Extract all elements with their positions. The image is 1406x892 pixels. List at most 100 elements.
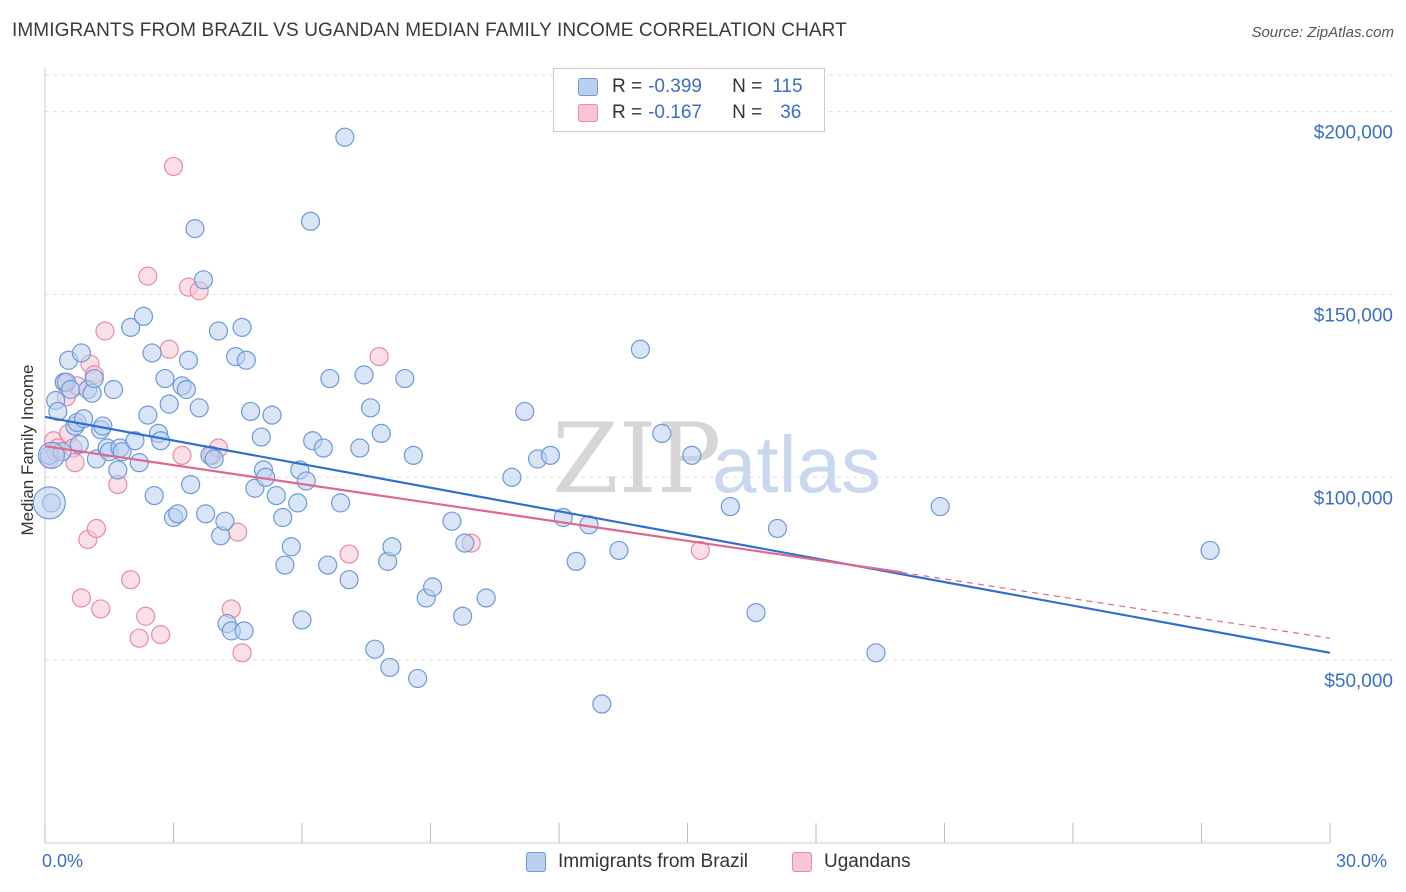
- brazil-point: [380, 657, 400, 678]
- brazil-point: [251, 427, 271, 447]
- brazil-point: [866, 643, 886, 663]
- ugandan-point: [121, 570, 141, 590]
- brazil-point: [318, 555, 338, 575]
- ugandan-point: [339, 544, 359, 564]
- brazil-point: [215, 511, 235, 531]
- brazil-point: [365, 639, 385, 659]
- legend-r-value: -0.167: [648, 102, 702, 123]
- brazil-point: [682, 445, 702, 465]
- brazil-point: [335, 127, 355, 147]
- brazil-point: [296, 471, 316, 491]
- brazil-point: [69, 434, 89, 454]
- ugandan-point: [151, 624, 171, 645]
- brazil-point: [185, 219, 205, 239]
- ugandan-point: [91, 599, 111, 619]
- series-legend: Immigrants from Brazil Ugandans: [0, 851, 1406, 877]
- brazil-point: [395, 368, 415, 389]
- series-legend-ugandan-label: Ugandans: [824, 851, 911, 872]
- legend-n-value: 115: [772, 76, 803, 97]
- brazil-point: [930, 496, 950, 517]
- brazil-point: [540, 445, 561, 465]
- brazil-point: [196, 504, 216, 524]
- brazil-point: [350, 438, 370, 458]
- brazil-point: [138, 405, 158, 425]
- brazil-point: [382, 537, 402, 557]
- brazil-point: [189, 398, 209, 418]
- y-tick-label: $150,000: [1314, 305, 1393, 326]
- brazil-point: [133, 306, 154, 326]
- brazil-point: [48, 401, 68, 422]
- brazil-trend-line: [44, 415, 1331, 654]
- brazil-point: [767, 518, 788, 539]
- legend-r-value: -0.399: [648, 76, 702, 97]
- brazil-point: [453, 606, 473, 626]
- y-tick-label: $100,000: [1314, 488, 1393, 509]
- legend-r-label: R =: [612, 102, 643, 123]
- legend-n-label: N =: [732, 102, 763, 123]
- brazil-point: [178, 350, 199, 370]
- brazil-point: [204, 449, 224, 469]
- y-tick-label: $200,000: [1314, 123, 1393, 144]
- brazil-point: [234, 621, 254, 641]
- brazil-point: [630, 339, 650, 359]
- brazil-point: [232, 317, 252, 337]
- brazil-point: [566, 551, 586, 572]
- series-legend-brazil-label: Immigrants from Brazil: [558, 851, 749, 872]
- brazil-point: [746, 602, 766, 623]
- ugandan-point: [86, 518, 107, 539]
- brazil-point: [339, 570, 359, 590]
- ugandan-point: [690, 540, 710, 561]
- brazil-point: [354, 365, 374, 385]
- brazil-point: [144, 485, 164, 506]
- brazil-point: [609, 540, 629, 561]
- brazil-point: [423, 577, 443, 597]
- ugandan-point: [129, 628, 149, 648]
- brazil-point: [193, 270, 214, 290]
- correlation-legend: R = -0.399 N = 115 R = -0.167 N = 36: [553, 68, 825, 132]
- brazil-point: [442, 511, 462, 531]
- brazil-point: [266, 485, 286, 506]
- chart-title: IMMIGRANTS FROM BRAZIL VS UGANDAN MEDIAN…: [12, 20, 847, 41]
- brazil-point: [371, 423, 391, 443]
- brazil-point: [236, 350, 256, 370]
- brazil-points: [32, 127, 1220, 714]
- brazil-point: [275, 555, 295, 575]
- brazil-point: [121, 317, 141, 337]
- brazil-point: [476, 588, 496, 608]
- brazil-point: [652, 423, 672, 443]
- brazil-point: [168, 504, 188, 524]
- y-tick-labels: $50,000 $100,000 $150,000 $200,000: [1314, 123, 1393, 693]
- brazil-point: [515, 401, 535, 422]
- brazil-point: [125, 431, 145, 451]
- ugandan-point: [136, 606, 156, 626]
- brazil-point: [292, 610, 312, 630]
- ugandan-point: [163, 156, 184, 177]
- watermark-atlas: atlas: [712, 420, 881, 509]
- legend-n-label: N =: [732, 76, 763, 97]
- watermark: ZIP atlas: [552, 403, 881, 515]
- legend-r-label: R =: [612, 76, 643, 97]
- ugandan-point: [65, 453, 85, 473]
- brazil-point: [155, 368, 175, 389]
- ugandan-swatch: [578, 104, 598, 122]
- brazil-point: [455, 533, 475, 553]
- brazil-point: [1200, 540, 1220, 561]
- brazil-point: [502, 467, 522, 487]
- brazil-legend-swatch: [526, 852, 546, 872]
- brazil-point: [408, 668, 428, 689]
- brazil-point: [262, 405, 282, 425]
- series-legend-brazil: Immigrants from Brazil: [526, 851, 748, 873]
- ugandan-point: [159, 339, 179, 359]
- ugandan-trend-line: [44, 445, 902, 574]
- brazil-point: [281, 537, 301, 557]
- ugandan-point: [95, 321, 115, 341]
- ugandan-legend-swatch: [792, 852, 812, 872]
- ugandan-point: [232, 643, 252, 663]
- ugandan-point: [71, 588, 92, 608]
- y-axis-label: Median Family Income: [18, 364, 37, 536]
- brazil-point: [71, 343, 92, 363]
- brazil-point: [403, 445, 423, 465]
- series-legend-ugandan: Ugandans: [792, 851, 911, 873]
- brazil-swatch: [578, 78, 598, 96]
